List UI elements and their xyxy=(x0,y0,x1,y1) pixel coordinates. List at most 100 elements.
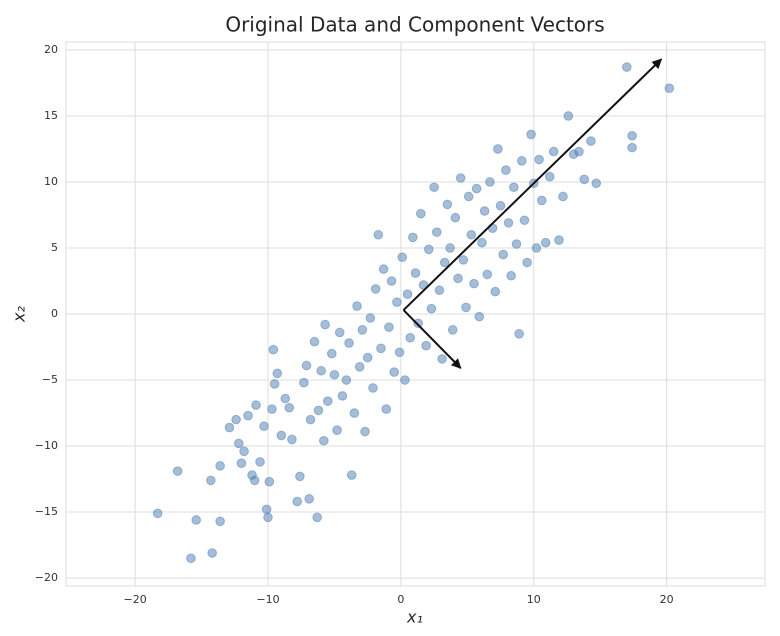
point xyxy=(437,354,447,364)
point xyxy=(453,273,463,284)
point xyxy=(511,239,522,249)
point xyxy=(627,142,637,153)
point xyxy=(332,425,342,435)
point xyxy=(172,466,183,476)
point xyxy=(292,496,303,507)
point xyxy=(447,325,458,335)
point xyxy=(243,410,253,421)
point xyxy=(509,182,519,193)
x-tick-label: −20 xyxy=(123,593,146,606)
y-tick-label: −5 xyxy=(42,373,58,386)
point xyxy=(501,165,511,175)
point xyxy=(469,278,479,289)
point xyxy=(349,408,360,418)
point xyxy=(498,249,509,260)
point xyxy=(466,229,477,240)
point xyxy=(261,504,272,515)
component-vector xyxy=(402,58,663,311)
point xyxy=(514,329,524,339)
point xyxy=(554,235,564,245)
point xyxy=(284,402,295,413)
point xyxy=(313,405,324,416)
point xyxy=(368,383,378,393)
point xyxy=(450,212,461,223)
point xyxy=(442,199,453,210)
point xyxy=(337,391,348,401)
y-tick-label: 0 xyxy=(51,307,58,320)
point xyxy=(255,457,265,467)
y-tick-label: −10 xyxy=(35,439,58,452)
point xyxy=(389,367,400,377)
y-axis-label: x₂ xyxy=(10,305,29,322)
point xyxy=(458,255,469,265)
point xyxy=(206,475,216,486)
point xyxy=(268,344,279,355)
point xyxy=(215,461,225,471)
point xyxy=(495,200,506,211)
point xyxy=(191,515,202,525)
point xyxy=(186,553,196,564)
point xyxy=(563,111,574,121)
point xyxy=(319,435,329,446)
point xyxy=(329,369,340,380)
point xyxy=(269,379,280,389)
point xyxy=(531,243,542,253)
point xyxy=(334,327,345,338)
point xyxy=(394,347,405,358)
point xyxy=(621,62,632,72)
point xyxy=(431,227,442,237)
point xyxy=(341,375,352,385)
point xyxy=(474,311,485,322)
component-vector xyxy=(402,309,462,369)
point xyxy=(517,156,527,166)
point xyxy=(344,338,354,348)
point xyxy=(346,470,357,480)
point xyxy=(381,404,392,414)
point xyxy=(445,243,455,253)
point xyxy=(295,471,305,482)
point xyxy=(236,458,247,469)
x-tick-label: −10 xyxy=(256,593,279,606)
point xyxy=(309,336,320,347)
point xyxy=(326,348,337,359)
point xyxy=(276,430,287,441)
point xyxy=(405,332,415,343)
point xyxy=(479,206,490,216)
point xyxy=(370,284,381,294)
point xyxy=(287,434,297,445)
point xyxy=(360,426,370,437)
x-tick-label: 0 xyxy=(397,593,404,606)
point xyxy=(392,297,402,307)
x-tick-label: 20 xyxy=(660,593,674,606)
point xyxy=(224,422,235,433)
point xyxy=(534,154,544,165)
point xyxy=(301,360,312,371)
point xyxy=(320,319,330,330)
point xyxy=(548,146,559,157)
point xyxy=(312,512,322,523)
point xyxy=(519,215,530,226)
point xyxy=(579,174,590,185)
point xyxy=(544,171,555,182)
point xyxy=(357,325,368,335)
point xyxy=(408,232,418,243)
y-tick-label: 5 xyxy=(51,241,58,254)
y-tick-label: −20 xyxy=(35,571,58,584)
point xyxy=(493,144,503,154)
point xyxy=(239,446,249,457)
point xyxy=(402,289,413,299)
point xyxy=(259,421,269,432)
point xyxy=(463,191,474,202)
x-tick-label: 10 xyxy=(527,593,541,606)
point xyxy=(426,303,437,314)
point xyxy=(233,438,244,449)
point xyxy=(280,393,291,404)
point xyxy=(423,244,434,255)
point xyxy=(482,269,493,280)
y-tick-label: 20 xyxy=(44,43,58,56)
point xyxy=(421,340,431,351)
chart-title: Original Data and Component Vectors xyxy=(225,13,604,37)
point xyxy=(373,229,384,240)
point xyxy=(591,178,602,189)
x-axis-label: x₁ xyxy=(406,608,423,627)
